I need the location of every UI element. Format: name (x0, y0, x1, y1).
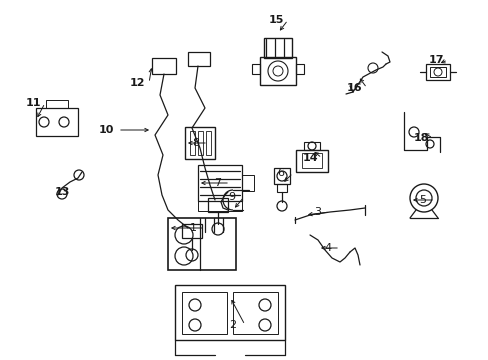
Bar (152, 58, 176, 74)
Text: 15: 15 (268, 15, 283, 25)
Bar (232, 292, 278, 334)
Bar (46, 100, 68, 108)
Bar (198, 201, 242, 211)
Bar (175, 285, 285, 340)
Bar (273, 168, 289, 184)
Text: 2: 2 (229, 320, 236, 330)
Bar (182, 292, 226, 334)
Bar (302, 153, 321, 168)
Bar (242, 175, 253, 191)
Bar (184, 127, 215, 159)
Bar (198, 165, 242, 201)
Text: 7: 7 (214, 178, 221, 188)
Bar (264, 38, 291, 58)
Bar (190, 131, 195, 155)
Bar (198, 131, 203, 155)
Bar (276, 184, 286, 192)
Bar (251, 64, 260, 74)
Bar (295, 64, 304, 74)
Bar (429, 67, 445, 77)
Bar (36, 108, 78, 136)
Bar (205, 131, 210, 155)
Bar (304, 142, 319, 150)
Text: 6: 6 (277, 168, 284, 178)
Text: 9: 9 (228, 192, 235, 202)
Text: 10: 10 (98, 125, 113, 135)
Text: 16: 16 (346, 83, 362, 93)
Bar (207, 198, 227, 212)
Bar (168, 218, 236, 270)
Bar (260, 57, 295, 85)
Text: 4: 4 (324, 243, 331, 253)
Text: 18: 18 (412, 133, 428, 143)
Text: 5: 5 (419, 195, 426, 205)
Text: 14: 14 (302, 153, 317, 163)
Text: 12: 12 (129, 78, 144, 88)
Bar (295, 150, 327, 172)
Bar (182, 224, 202, 238)
Bar (187, 52, 209, 66)
Text: 8: 8 (192, 138, 199, 148)
Text: 17: 17 (427, 55, 443, 65)
Bar (425, 64, 449, 80)
Text: 13: 13 (54, 187, 70, 197)
Text: 11: 11 (25, 98, 41, 108)
Text: 1: 1 (189, 223, 196, 233)
Text: 3: 3 (314, 207, 321, 217)
